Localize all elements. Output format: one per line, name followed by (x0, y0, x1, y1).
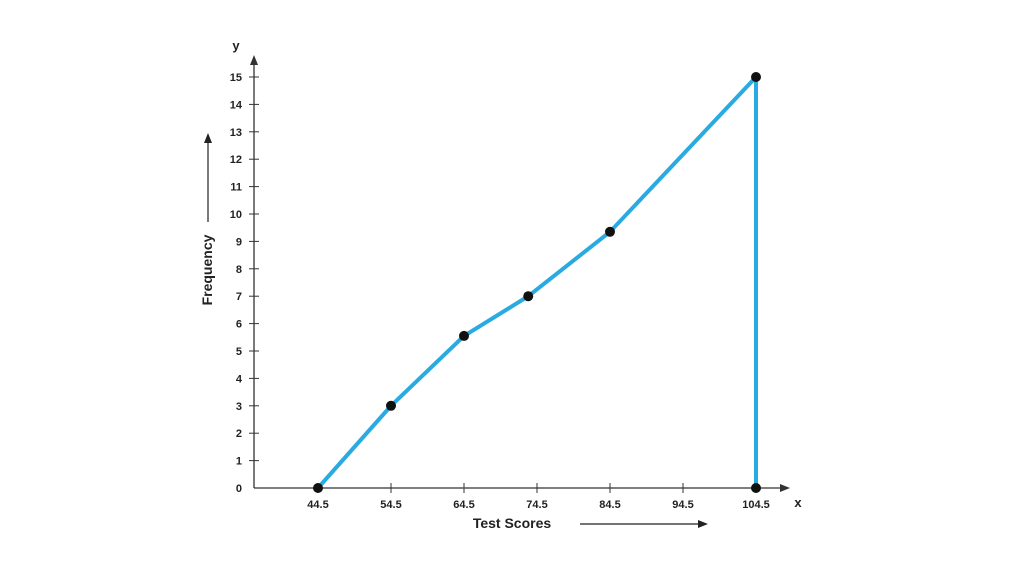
x-tick-label: 64.5 (453, 499, 474, 511)
series (316, 75, 758, 490)
y-tick-label: 8 (236, 264, 242, 276)
y-tick-label: 3 (236, 401, 242, 413)
x-tick-label: 94.5 (672, 499, 693, 511)
data-point (751, 483, 761, 493)
y-tick-label: 1 (236, 456, 242, 468)
data-point (751, 72, 761, 82)
x-tick-label: 54.5 (380, 499, 401, 511)
frequency-polygon-line (316, 75, 758, 490)
y-tick-label: 14 (230, 99, 243, 111)
x-tick-label: 74.5 (526, 499, 547, 511)
x-axis-title: Test Scores (473, 515, 552, 531)
data-point (313, 483, 323, 493)
axes (250, 55, 790, 492)
y-axis-title: Frequency (199, 234, 215, 305)
y-tick-label: 4 (236, 373, 243, 385)
y-tick-label: 15 (230, 72, 242, 84)
data-point (523, 291, 534, 302)
markers (313, 72, 761, 493)
y-tick-label: 5 (236, 346, 242, 358)
y-tick-label: 12 (230, 154, 242, 166)
y-tick-label: 13 (230, 127, 242, 139)
x-axis-letter: x (794, 495, 802, 510)
y-axis-title-arrow (204, 133, 212, 222)
x-tick-label: 104.5 (742, 499, 770, 511)
y-tick-label: 0 (236, 483, 242, 495)
x-axis-title-arrow (580, 520, 708, 528)
y-tick-label: 2 (236, 428, 242, 440)
y-axis-arrowhead (250, 55, 258, 65)
data-point (386, 400, 396, 411)
data-point (605, 226, 615, 237)
x-tick-label: 44.5 (307, 499, 328, 511)
x-tick-label: 84.5 (599, 499, 620, 511)
y-tick-label: 7 (236, 291, 242, 303)
y-tick-label: 10 (230, 209, 242, 221)
y-axis-letter: y (232, 38, 240, 53)
x-axis-arrowhead (780, 484, 790, 492)
y-tick-label: 11 (230, 182, 242, 194)
data-point (459, 330, 469, 341)
x-ticks: 44.5 54.5 64.5 74.5 84.5 94.5 104.5 (307, 483, 770, 511)
y-tick-label: 9 (236, 236, 242, 248)
y-tick-label: 6 (236, 319, 242, 331)
